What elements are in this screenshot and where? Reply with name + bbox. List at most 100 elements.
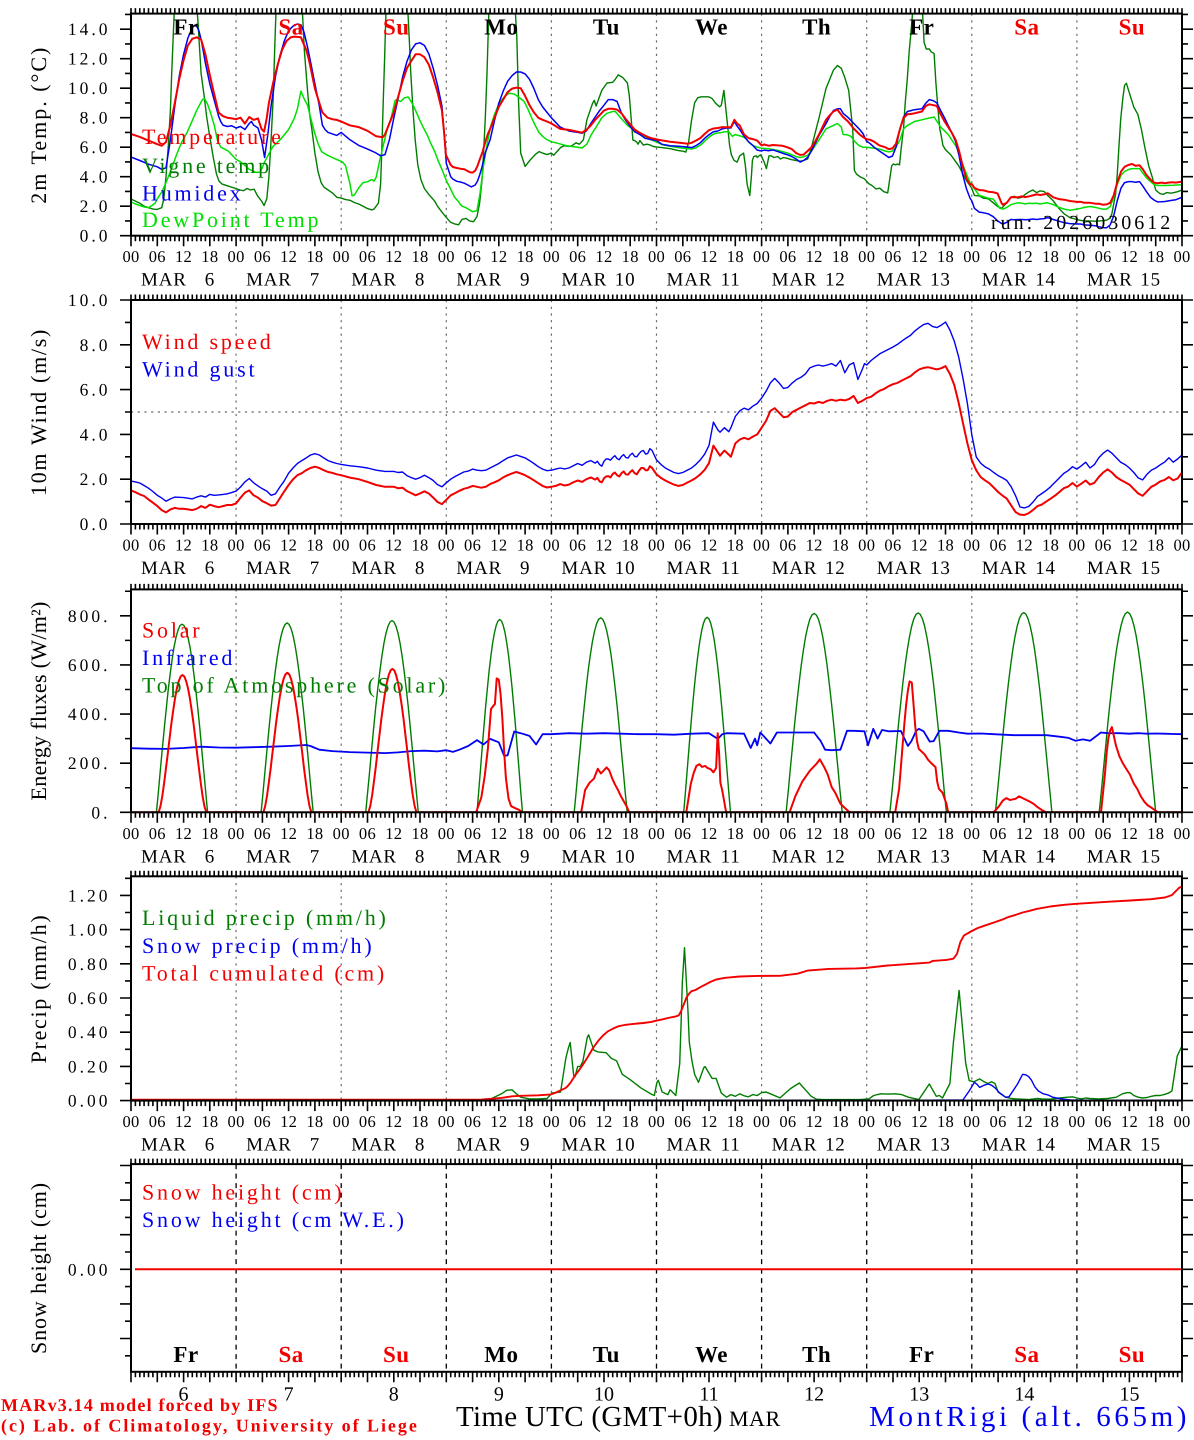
svg-text:MAR: MAR (772, 846, 818, 867)
svg-text:12: 12 (490, 824, 507, 843)
svg-text:MAR: MAR (1087, 1135, 1133, 1156)
svg-text:18: 18 (517, 1112, 534, 1131)
svg-text:6: 6 (179, 1384, 189, 1406)
svg-text:00: 00 (753, 536, 770, 555)
svg-text:00: 00 (648, 1112, 665, 1131)
svg-text:14: 14 (1035, 558, 1056, 579)
svg-text:MAR: MAR (246, 558, 292, 579)
svg-text:6: 6 (205, 1135, 215, 1156)
svg-text:Th: Th (802, 1342, 831, 1367)
svg-text:7: 7 (310, 558, 320, 579)
svg-text:13: 13 (930, 558, 951, 579)
svg-text:12: 12 (806, 247, 823, 266)
svg-text:00: 00 (648, 247, 665, 266)
svg-text:06: 06 (1095, 247, 1112, 266)
svg-text:12: 12 (825, 846, 846, 867)
svg-text:00: 00 (1173, 824, 1190, 843)
svg-text:00: 00 (228, 824, 245, 843)
svg-text:Precip (mm/h): Precip (mm/h) (26, 914, 51, 1064)
svg-text:18: 18 (411, 824, 428, 843)
svg-text:MAR: MAR (456, 1135, 502, 1156)
svg-text:12: 12 (280, 536, 297, 555)
svg-text:11: 11 (721, 558, 741, 579)
svg-text:400.: 400. (68, 704, 111, 724)
svg-text:MAR: MAR (772, 270, 818, 291)
svg-text:6: 6 (205, 270, 215, 291)
svg-text:MAR: MAR (351, 1135, 397, 1156)
svg-text:06: 06 (149, 536, 166, 555)
svg-text:00: 00 (438, 536, 455, 555)
svg-text:06: 06 (779, 247, 796, 266)
svg-text:Wind speed: Wind speed (142, 329, 274, 354)
svg-text:00: 00 (858, 1112, 875, 1131)
svg-text:Snow height (cm): Snow height (cm) (26, 1182, 51, 1354)
svg-text:06: 06 (990, 536, 1007, 555)
svg-text:0.0: 0.0 (80, 514, 111, 534)
svg-text:18: 18 (1147, 536, 1164, 555)
svg-text:8: 8 (389, 1384, 399, 1406)
svg-text:0.20: 0.20 (68, 1056, 111, 1076)
svg-text:13: 13 (930, 846, 951, 867)
svg-text:MAR: MAR (667, 558, 713, 579)
svg-text:9: 9 (494, 1384, 504, 1406)
svg-text:18: 18 (411, 247, 428, 266)
svg-text:Snow height (cm W.E.): Snow height (cm W.E.) (142, 1207, 407, 1232)
svg-text:MAR: MAR (456, 846, 502, 867)
svg-text:18: 18 (201, 536, 218, 555)
svg-text:13: 13 (930, 1135, 951, 1156)
svg-text:12: 12 (804, 1384, 824, 1406)
svg-text:11: 11 (699, 1384, 718, 1406)
svg-text:00: 00 (963, 247, 980, 266)
svg-text:00: 00 (122, 1112, 139, 1131)
svg-text:12: 12 (825, 1135, 846, 1156)
svg-text:MAR: MAR (246, 270, 292, 291)
svg-text:2.0: 2.0 (80, 196, 111, 216)
svg-text:12: 12 (175, 824, 192, 843)
svg-text:06: 06 (884, 1112, 901, 1131)
svg-text:Infrared: Infrared (142, 645, 235, 670)
svg-text:06: 06 (464, 1112, 481, 1131)
svg-text:12: 12 (175, 536, 192, 555)
svg-text:06: 06 (464, 247, 481, 266)
svg-text:0.40: 0.40 (68, 1022, 111, 1042)
svg-text:00: 00 (543, 1112, 560, 1131)
svg-text:MAR: MAR (1087, 270, 1133, 291)
svg-text:00: 00 (648, 824, 665, 843)
svg-text:6: 6 (205, 846, 215, 867)
svg-text:14: 14 (1035, 846, 1056, 867)
svg-text:MAR: MAR (351, 270, 397, 291)
svg-text:10: 10 (594, 1384, 614, 1406)
svg-text:Su: Su (1119, 15, 1146, 40)
svg-text:00: 00 (333, 247, 350, 266)
svg-text:Tu: Tu (593, 1342, 620, 1367)
svg-text:12: 12 (385, 824, 402, 843)
svg-text:0.00: 0.00 (68, 1259, 111, 1279)
svg-text:00: 00 (228, 247, 245, 266)
svg-text:15: 15 (1140, 1135, 1161, 1156)
svg-text:00: 00 (963, 1112, 980, 1131)
svg-text:Solar: Solar (142, 618, 202, 643)
svg-text:06: 06 (779, 824, 796, 843)
svg-text:Top of Atmosphere (Solar): Top of Atmosphere (Solar) (142, 673, 448, 698)
svg-text:600.: 600. (68, 655, 111, 675)
svg-text:18: 18 (832, 1112, 849, 1131)
svg-text:MAR: MAR (667, 846, 713, 867)
svg-text:06: 06 (149, 824, 166, 843)
svg-text:Vigne temp: Vigne temp (142, 153, 272, 178)
svg-text:MAR: MAR (772, 558, 818, 579)
svg-text:14: 14 (1035, 270, 1056, 291)
svg-text:MAR: MAR (561, 846, 607, 867)
svg-text:18: 18 (937, 247, 954, 266)
svg-text:06: 06 (990, 1112, 1007, 1131)
svg-text:MAR: MAR (561, 270, 607, 291)
svg-text:00: 00 (1068, 247, 1085, 266)
svg-text:12: 12 (385, 247, 402, 266)
svg-text:18: 18 (622, 247, 639, 266)
svg-text:10: 10 (615, 558, 636, 579)
svg-text:8.0: 8.0 (80, 108, 111, 128)
svg-text:06: 06 (254, 824, 271, 843)
svg-text:Mo: Mo (484, 1342, 518, 1367)
svg-text:18: 18 (832, 247, 849, 266)
svg-text:11: 11 (721, 270, 741, 291)
svg-text:MAR: MAR (1087, 846, 1133, 867)
